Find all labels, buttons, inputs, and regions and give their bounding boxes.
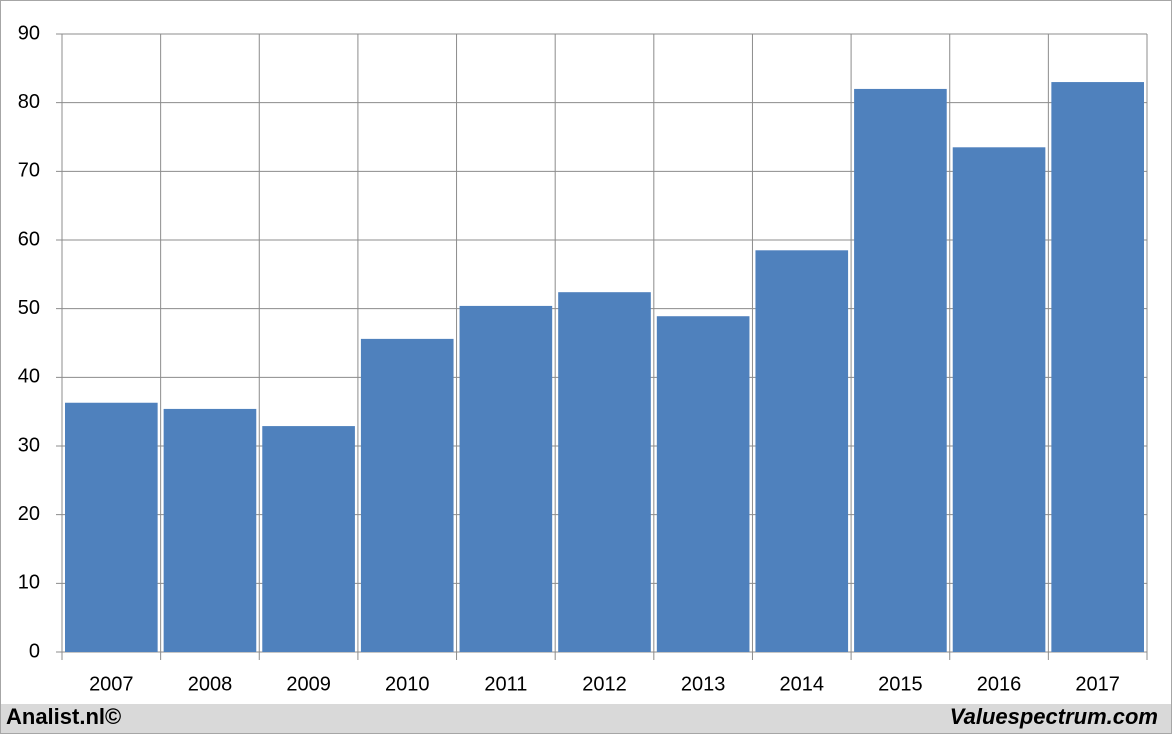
- x-tick-label: 2012: [582, 673, 627, 695]
- x-tick-label: 2014: [780, 673, 825, 695]
- y-tick-label: 10: [18, 572, 40, 594]
- bar: [459, 305, 553, 652]
- y-tick-label: 40: [18, 366, 40, 388]
- bar: [1051, 82, 1144, 653]
- bar: [360, 338, 454, 652]
- footer-left: Analist.nl©: [6, 704, 121, 729]
- bar: [163, 408, 257, 652]
- x-tick-label: 2011: [484, 673, 527, 695]
- footer-band: [1, 704, 1171, 733]
- x-tick-label: 2017: [1075, 673, 1120, 695]
- x-tick-label: 2015: [878, 673, 923, 695]
- x-tick-label: 2013: [681, 673, 726, 695]
- y-tick-label: 60: [18, 228, 40, 250]
- bar: [65, 402, 158, 652]
- x-tick-label: 2016: [977, 673, 1022, 695]
- y-tick-label: 70: [18, 160, 40, 182]
- x-tick-label: 2010: [385, 673, 430, 695]
- bar: [952, 147, 1046, 653]
- footer-right: Valuespectrum.com: [950, 704, 1158, 729]
- y-tick-label: 0: [29, 640, 40, 662]
- x-tick-label: 2008: [188, 673, 233, 695]
- bar: [558, 292, 651, 652]
- y-tick-label: 50: [18, 297, 40, 319]
- y-tick-label: 30: [18, 434, 40, 456]
- bar: [262, 426, 355, 652]
- x-tick-label: 2009: [286, 673, 331, 695]
- bar: [755, 250, 849, 653]
- y-tick-label: 80: [18, 91, 40, 113]
- x-tick-label: 2007: [89, 673, 134, 695]
- y-tick-label: 20: [18, 503, 40, 525]
- bar: [656, 316, 750, 652]
- bar: [854, 88, 947, 652]
- y-tick-label: 90: [18, 22, 40, 44]
